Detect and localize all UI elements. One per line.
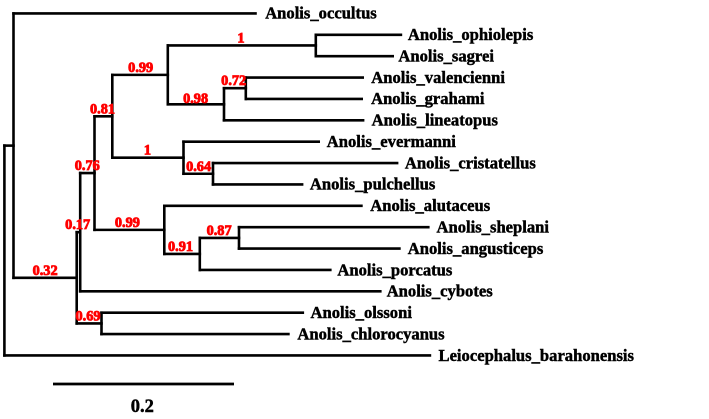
svg-text:0.64: 0.64 [186, 159, 211, 175]
svg-text:Anolis_grahami: Anolis_grahami [371, 89, 485, 108]
svg-text:0.99: 0.99 [128, 60, 153, 76]
svg-text:0.72: 0.72 [221, 73, 246, 89]
svg-text:0.76: 0.76 [75, 158, 100, 174]
svg-text:Anolis_porcatus: Anolis_porcatus [337, 260, 452, 279]
svg-text:0.98: 0.98 [183, 91, 208, 107]
svg-text:Anolis_valencienni: Anolis_valencienni [371, 68, 505, 87]
svg-text:Anolis_evermanni: Anolis_evermanni [327, 132, 456, 151]
svg-text:Anolis_occultus: Anolis_occultus [265, 4, 377, 23]
svg-text:0.87: 0.87 [207, 223, 232, 239]
svg-text:Anolis_olssoni: Anolis_olssoni [311, 303, 413, 322]
svg-text:Anolis_angusticeps: Anolis_angusticeps [408, 239, 544, 258]
svg-text:0.17: 0.17 [65, 217, 90, 233]
svg-text:Anolis_sheplani: Anolis_sheplani [437, 218, 550, 237]
svg-text:0.99: 0.99 [115, 215, 140, 231]
svg-text:1: 1 [144, 143, 151, 159]
svg-text:0.91: 0.91 [168, 239, 193, 255]
svg-text:0.69: 0.69 [75, 308, 100, 324]
svg-text:0.2: 0.2 [131, 397, 154, 417]
svg-text:Anolis_pulchellus: Anolis_pulchellus [310, 175, 436, 194]
svg-text:Anolis_chlorocyanus: Anolis_chlorocyanus [297, 324, 445, 343]
svg-text:Leiocephalus_barahonensis: Leiocephalus_barahonensis [439, 346, 635, 365]
svg-text:Anolis_cristatellus: Anolis_cristatellus [405, 153, 536, 172]
svg-text:Anolis_alutaceus: Anolis_alutaceus [370, 196, 490, 215]
svg-text:Anolis_ophiolepis: Anolis_ophiolepis [408, 25, 534, 44]
svg-text:0.81: 0.81 [90, 101, 115, 117]
svg-text:Anolis_sagrei: Anolis_sagrei [398, 47, 494, 66]
svg-text:Anolis_cybotes: Anolis_cybotes [387, 282, 494, 301]
svg-text:1: 1 [237, 31, 244, 47]
svg-text:0.32: 0.32 [33, 263, 58, 279]
svg-text:Anolis_lineatopus: Anolis_lineatopus [372, 111, 499, 130]
